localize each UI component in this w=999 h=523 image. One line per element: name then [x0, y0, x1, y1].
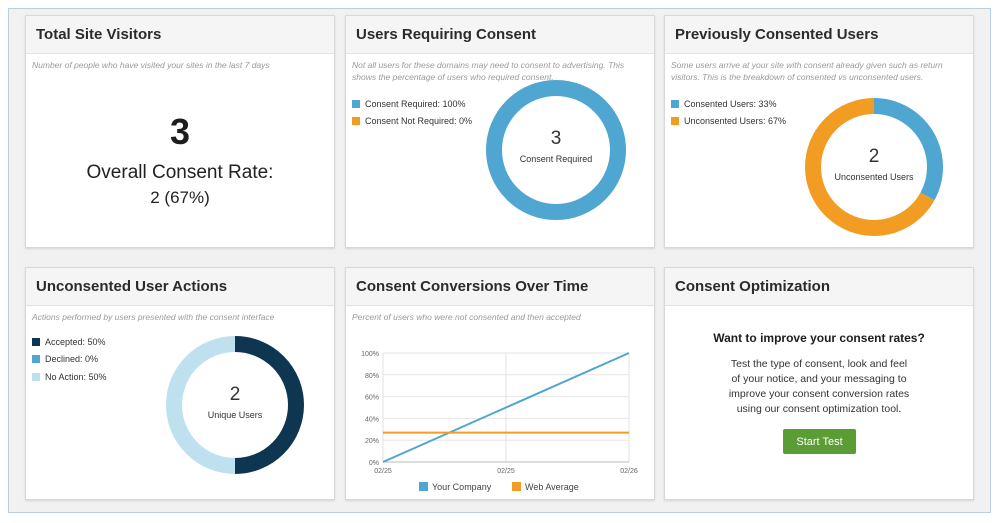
legend-swatch [671, 99, 679, 108]
visitors-card: Total Site Visitors Number of people who… [25, 15, 335, 248]
legend-item: Consent Not Required: 0% [352, 113, 472, 131]
conversions-card: Consent Conversions Over Time Percent of… [345, 267, 655, 500]
previously-description: Some users arrive at your site with cons… [671, 60, 943, 82]
legend-item: No Action: 50% [32, 368, 107, 386]
optimization-card: Consent Optimization Want to improve you… [664, 267, 974, 500]
legend-label: Unconsented Users: 67% [684, 116, 787, 127]
legend-swatch [32, 372, 40, 381]
chart-legend-swatch [512, 482, 521, 491]
visitors-title: Total Site Visitors [26, 16, 334, 54]
visitors-description: Number of people who have visited your s… [32, 60, 270, 70]
y-tick-label: 80% [365, 373, 379, 380]
y-tick-label: 0% [369, 460, 379, 467]
previously-legend: Consented Users: 33% Unconsented Users: … [671, 95, 786, 130]
legend-item: Consent Required: 100% [352, 95, 472, 113]
legend-label: Consented Users: 33% [684, 98, 777, 109]
legend-swatch [671, 117, 679, 126]
optimization-body-line: using our consent optimization tool. [736, 403, 902, 415]
legend-item: Accepted: 50% [32, 333, 107, 351]
optimization-body-line: improve your consent conversion rates [728, 388, 910, 400]
conversions-line-chart: 0% 20% 40% 60% 80% 100% 02/25 02/25 02/26 Your Co… [361, 351, 638, 492]
legend-label: No Action: 50% [45, 371, 107, 382]
requiring-slice [486, 80, 626, 220]
legend-swatch [352, 99, 360, 108]
consent-rate-value: 2 (67%) [150, 188, 210, 207]
previously-card: Previously Consented Users Some users ar… [664, 15, 974, 248]
optimization-title: Consent Optimization [665, 268, 973, 306]
chart-legend-label: Web Average [525, 482, 579, 492]
requiring-card: Users Requiring Consent Not all users fo… [345, 15, 655, 248]
conversions-title: Consent Conversions Over Time [346, 268, 654, 306]
actions-legend: Accepted: 50% Declined: 0% No Action: 50… [32, 333, 107, 386]
y-tick-label: 60% [365, 395, 379, 402]
actions-slice [166, 336, 304, 474]
optimization-body-line: Test the type of consent, look and feel [730, 358, 908, 370]
previously-center-label: Unconsented Users [834, 172, 914, 182]
x-tick-label: 02/25 [374, 468, 392, 475]
requiring-title: Users Requiring Consent [346, 16, 654, 54]
optimization-heading: Want to improve your consent rates? [713, 331, 925, 345]
legend-swatch [32, 355, 40, 364]
y-tick-label: 20% [365, 438, 379, 445]
actions-card: Unconsented User Actions Actions perform… [25, 267, 335, 500]
requiring-description: Not all users for these domains may need… [352, 60, 625, 82]
actions-center-value: 2 [229, 384, 241, 405]
requiring-center-value: 3 [550, 128, 562, 149]
legend-item: Declined: 0% [32, 351, 107, 369]
visitor-count: 3 [169, 111, 191, 152]
previously-center-value: 2 [868, 146, 880, 167]
chart-legend-swatch [419, 482, 428, 491]
legend-swatch [32, 337, 40, 346]
requiring-legend: Consent Required: 100% Consent Not Requi… [352, 95, 472, 130]
actions-title: Unconsented User Actions [26, 268, 334, 306]
actions-center-label: Unique Users [207, 410, 263, 420]
x-tick-label: 02/25 [497, 468, 515, 475]
optimization-body: Test the type of consent, look and feel … [665, 357, 973, 417]
previously-donut: 2 Unconsented Users [804, 97, 944, 237]
optimization-body-line: of your notice, and your messaging to [731, 373, 907, 385]
consent-rate-label: Overall Consent Rate: [86, 162, 274, 183]
legend-label: Consent Not Required: 0% [365, 116, 473, 127]
y-tick-label: 100% [361, 351, 379, 358]
chart-legend-label: Your Company [432, 482, 492, 492]
legend-label: Consent Required: 100% [365, 98, 466, 109]
requiring-donut: 3 Consent Required [485, 79, 627, 221]
previously-slice [805, 98, 943, 236]
y-tick-label: 40% [365, 416, 379, 423]
start-test-button[interactable]: Start Test [783, 429, 856, 454]
x-tick-label: 02/26 [620, 468, 638, 475]
previously-title: Previously Consented Users [665, 16, 973, 54]
legend-item: Consented Users: 33% [671, 95, 786, 113]
actions-donut: 2 Unique Users [165, 335, 305, 475]
legend-label: Accepted: 50% [45, 336, 106, 347]
series-line-your-company [382, 352, 630, 463]
legend-item: Unconsented Users: 67% [671, 113, 786, 131]
legend-label: Declined: 0% [45, 354, 99, 365]
conversions-description: Percent of users who were not consented … [352, 312, 581, 322]
actions-description: Actions performed by users presented wit… [32, 312, 275, 322]
legend-swatch [352, 117, 360, 126]
requiring-center-label: Consent Required [519, 154, 593, 164]
